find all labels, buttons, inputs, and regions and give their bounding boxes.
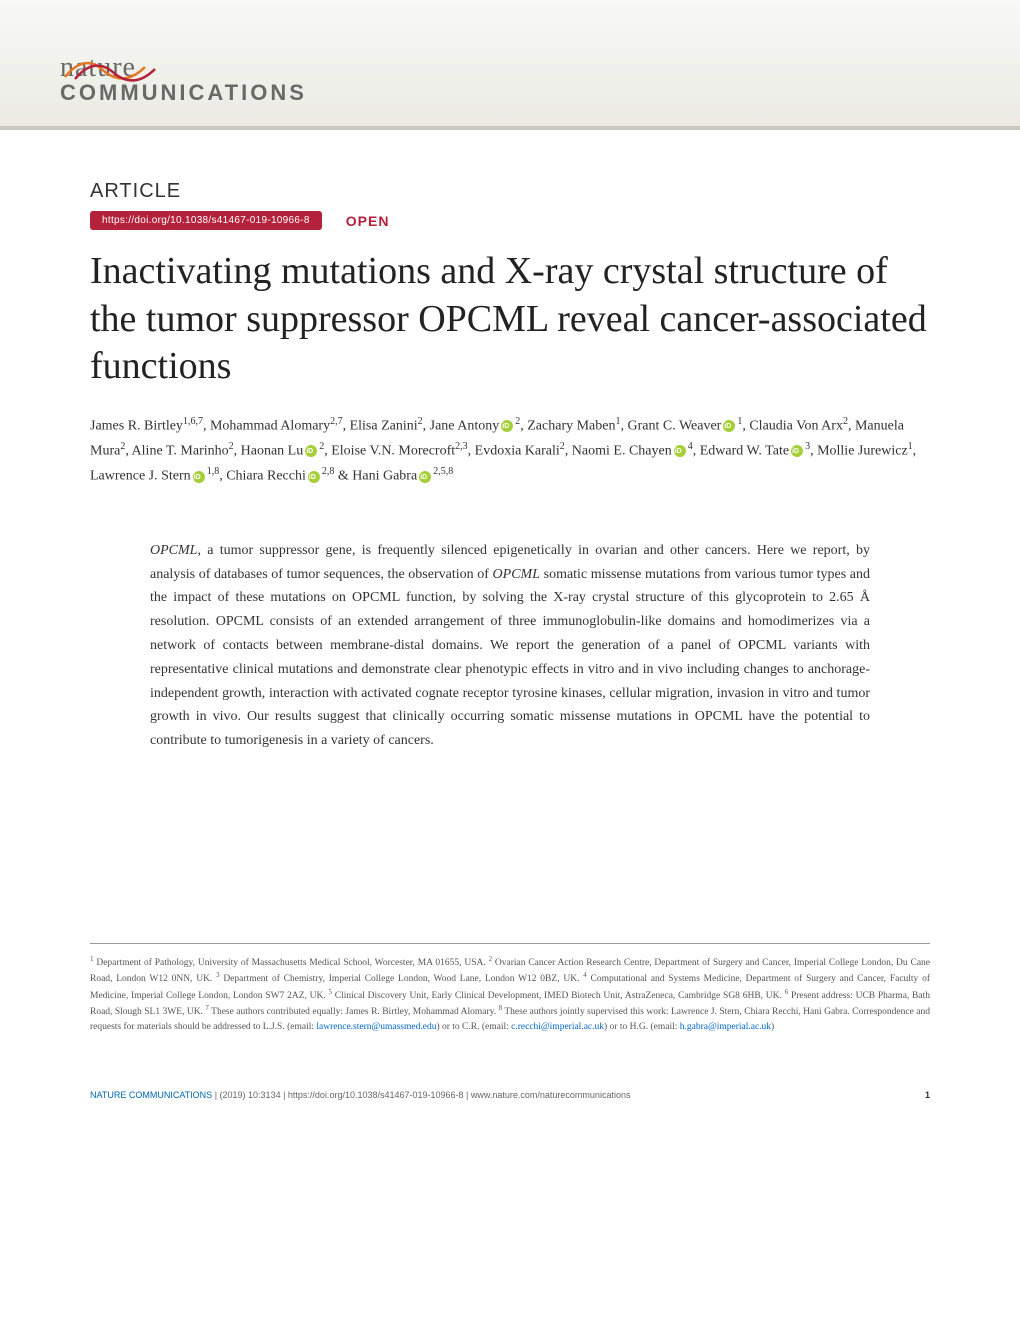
correspondence-email-3[interactable]: h.gabra@imperial.ac.uk — [680, 1022, 771, 1032]
orcid-icon[interactable] — [674, 445, 686, 457]
nature-logo: nature COMMUNICATIONS — [60, 52, 1020, 106]
doi-row: https://doi.org/10.1038/s41467-019-10966… — [90, 211, 930, 230]
affiliations-block: 1 Department of Pathology, University of… — [90, 943, 930, 1034]
logo-wave-icon — [60, 47, 240, 87]
correspondence-email-1[interactable]: lawrence.stern@umassmed.edu — [316, 1022, 436, 1032]
footer-citation: | (2019) 10:3134 | https://doi.org/10.10… — [215, 1090, 631, 1100]
footer-page-number: 1 — [925, 1090, 930, 1100]
orcid-icon[interactable] — [308, 471, 320, 483]
footer-journal: NATURE COMMUNICATIONS — [90, 1090, 212, 1100]
article-title: Inactivating mutations and X-ray crystal… — [90, 248, 930, 391]
doi-badge[interactable]: https://doi.org/10.1038/s41467-019-10966… — [90, 211, 322, 230]
orcid-icon[interactable] — [501, 420, 513, 432]
affiliations-text: 1 Department of Pathology, University of… — [90, 954, 930, 1034]
authors-list: James R. Birtley1,6,7, Mohammad Alomary2… — [90, 413, 930, 489]
orcid-icon[interactable] — [305, 445, 317, 457]
article-label: ARTICLE — [90, 180, 930, 203]
orcid-icon[interactable] — [723, 420, 735, 432]
orcid-icon[interactable] — [193, 471, 205, 483]
page-footer: NATURE COMMUNICATIONS | (2019) 10:3134 |… — [0, 1074, 1020, 1130]
article-content: ARTICLE https://doi.org/10.1038/s41467-0… — [0, 130, 1020, 1074]
open-access-badge: OPEN — [346, 213, 390, 229]
abstract: OPCML, a tumor suppressor gene, is frequ… — [90, 539, 930, 753]
orcid-icon[interactable] — [419, 471, 431, 483]
correspondence-email-2[interactable]: c.recchi@imperial.ac.uk — [511, 1022, 604, 1032]
journal-header: nature COMMUNICATIONS — [0, 0, 1020, 130]
orcid-icon[interactable] — [791, 445, 803, 457]
